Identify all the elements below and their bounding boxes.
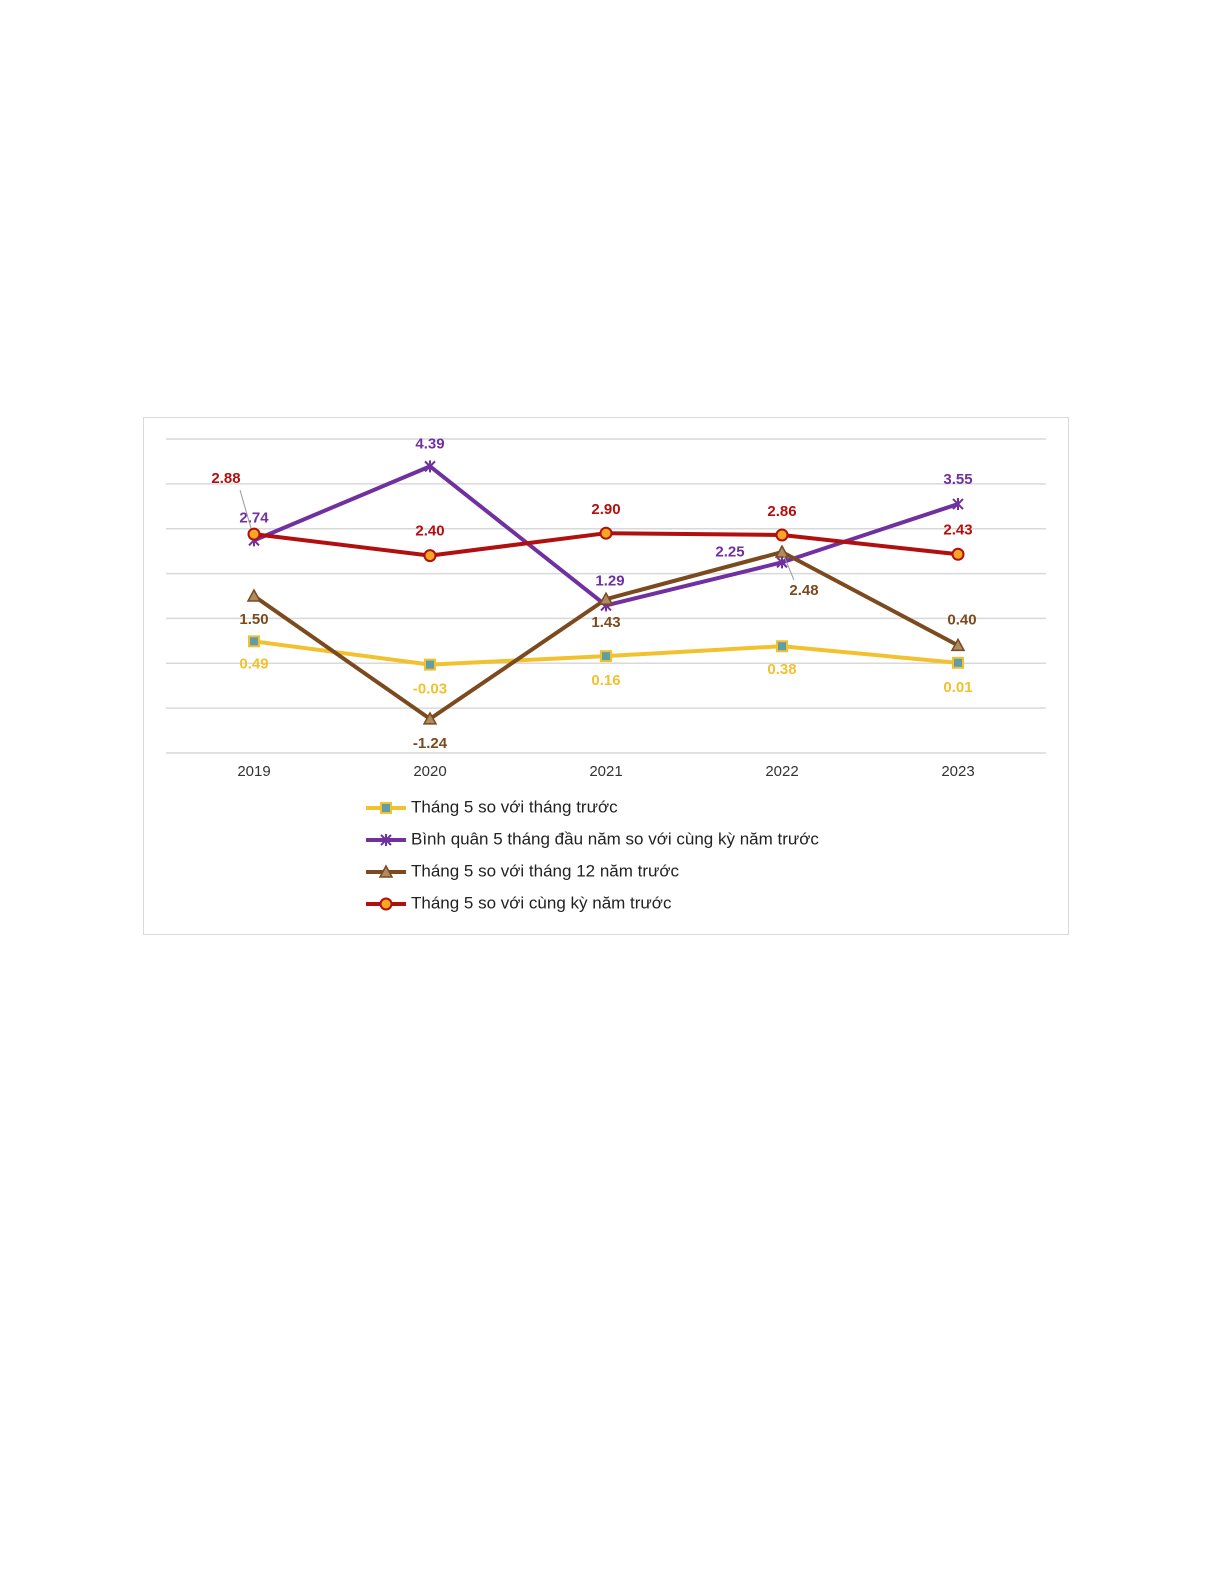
legend-marker-part xyxy=(379,897,393,911)
legend-marker xyxy=(380,834,392,846)
data-point xyxy=(950,637,966,652)
data-label: 3.55 xyxy=(943,471,972,488)
data-label: 4.39 xyxy=(415,435,444,452)
legend-marker-part xyxy=(378,864,394,878)
legend-marker-part xyxy=(380,802,392,814)
data-label: -1.24 xyxy=(413,735,448,752)
data-point xyxy=(776,640,788,653)
data-label: 0.49 xyxy=(239,655,268,672)
data-label: 2.40 xyxy=(415,523,444,540)
legend-label: Bình quân 5 tháng đầu năm so với cùng kỳ… xyxy=(411,829,819,848)
data-label: 1.50 xyxy=(239,611,268,628)
data-point-part xyxy=(950,637,966,652)
data-point-part xyxy=(600,650,612,663)
data-point xyxy=(422,711,438,725)
data-label: 1.43 xyxy=(591,614,620,631)
data-point xyxy=(598,591,614,605)
legend-label: Tháng 5 so với tháng 12 năm trước xyxy=(411,861,680,880)
data-label: 2.48 xyxy=(789,582,818,599)
legend-marker xyxy=(379,897,393,911)
leader-line xyxy=(239,489,252,529)
legend-marker xyxy=(380,802,392,814)
data-point xyxy=(247,527,261,541)
data-point-part xyxy=(951,547,965,561)
data-point-part xyxy=(424,460,436,473)
data-point-part xyxy=(423,549,437,563)
data-label: 2.43 xyxy=(943,521,972,538)
data-label: 1.29 xyxy=(595,572,624,589)
data-point-part xyxy=(774,544,790,558)
legend-label: Tháng 5 so với tháng trước xyxy=(411,797,618,816)
data-label: 0.38 xyxy=(767,661,796,678)
data-label: 0.40 xyxy=(947,611,976,628)
x-tick-label: 2021 xyxy=(589,763,622,780)
data-point xyxy=(424,658,436,671)
x-tick-label: 2020 xyxy=(413,763,446,780)
data-label: 2.74 xyxy=(239,509,269,526)
data-point xyxy=(952,656,964,669)
data-point-part xyxy=(599,526,613,540)
data-point-part xyxy=(248,635,260,648)
data-point xyxy=(424,460,436,473)
leader-line xyxy=(783,555,795,581)
legend-marker xyxy=(378,864,394,878)
x-tick-label: 2019 xyxy=(237,763,270,780)
data-point-part xyxy=(952,656,964,669)
data-point xyxy=(951,547,965,561)
data-label: 2.86 xyxy=(767,503,796,520)
data-label: 2.88 xyxy=(211,470,240,487)
data-point xyxy=(246,588,262,602)
data-label: 2.90 xyxy=(591,501,620,518)
data-point-part xyxy=(775,528,789,542)
data-label: 0.16 xyxy=(591,672,620,689)
data-point xyxy=(423,549,437,563)
data-point-part xyxy=(246,588,262,602)
legend-marker-part xyxy=(380,834,392,846)
data-point xyxy=(952,498,964,511)
data-point xyxy=(599,526,613,540)
data-point-part xyxy=(598,591,614,605)
data-point-part xyxy=(422,711,438,725)
data-point-part xyxy=(424,658,436,671)
x-tick-label: 2023 xyxy=(941,763,974,780)
data-label: -0.03 xyxy=(413,681,447,698)
legend-label: Tháng 5 so với cùng kỳ năm trước xyxy=(411,893,672,912)
data-point-part xyxy=(952,498,964,511)
data-point xyxy=(774,544,790,558)
data-point-part xyxy=(247,527,261,541)
data-label: 0.01 xyxy=(943,679,972,696)
data-point xyxy=(600,650,612,663)
chart-frame xyxy=(143,417,1069,935)
data-point xyxy=(248,635,260,648)
data-point xyxy=(775,528,789,542)
data-point-part xyxy=(776,640,788,653)
data-label: 2.25 xyxy=(715,543,744,560)
x-tick-label: 2022 xyxy=(765,763,798,780)
